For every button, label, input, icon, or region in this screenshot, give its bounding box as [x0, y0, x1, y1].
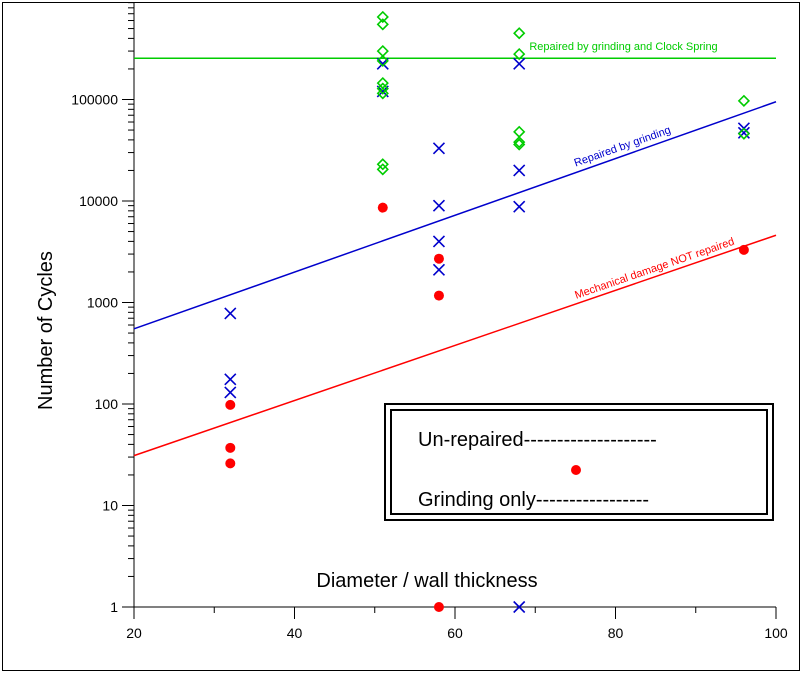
legend-marker-red-circle — [571, 465, 581, 475]
data-point-x — [737, 126, 750, 139]
data-point-diamond — [376, 10, 389, 24]
x-tick-label: 40 — [287, 625, 303, 641]
data-point-circle — [225, 458, 236, 469]
legend-entry-grinding-only: Grinding only----------------- — [418, 489, 649, 511]
reference-line — [133, 101, 777, 330]
data-point-x — [513, 600, 526, 614]
reference-line-label: Repaired by grinding and Clock Spring — [529, 41, 717, 53]
y-tick-label: 1000 — [87, 295, 118, 311]
data-point-diamond — [376, 44, 389, 58]
data-point-diamond — [513, 125, 526, 138]
data-point-x — [224, 307, 237, 320]
reference-line-label: Mechanical damage NOT repaired — [573, 236, 736, 302]
data-point-diamond — [376, 54, 389, 68]
legend-box-outer — [384, 403, 774, 521]
data-point-circle — [225, 399, 236, 410]
data-point-x — [432, 142, 446, 155]
y-tick-label: 10 — [102, 498, 118, 514]
legend-entry-un-repaired: Un-repaired-------------------- — [418, 429, 657, 451]
axes: 1 10 100 1000 10000 100000 20 40 60 80 100 — [71, 2, 788, 641]
data-point-diamond — [737, 94, 751, 107]
data-point-circle — [738, 244, 749, 255]
data-point-circle — [225, 442, 236, 453]
y-axis-label: Number of Cycles — [35, 251, 57, 410]
data-point-diamond — [376, 18, 389, 31]
legend-box-inner — [390, 409, 768, 515]
data-point-x — [513, 57, 526, 70]
data-point-diamond — [376, 82, 389, 95]
data-point-circle — [433, 602, 444, 612]
reference-line — [133, 234, 777, 457]
data-point-x — [432, 199, 446, 212]
data-point-diamond — [376, 87, 389, 100]
data-marks — [224, 10, 751, 614]
x-tick-label: 60 — [447, 625, 463, 641]
data-point-circle — [433, 290, 444, 301]
data-point-x — [432, 263, 446, 276]
data-point-diamond — [513, 27, 526, 40]
data-point-x — [224, 373, 237, 386]
data-point-diamond — [513, 47, 526, 61]
y-tick-label: 1 — [110, 599, 118, 615]
y-tick-label: 100000 — [71, 92, 118, 108]
y-tick-label: 10000 — [79, 193, 118, 209]
x-tick-label: 100 — [764, 625, 788, 641]
data-point-diamond — [737, 127, 751, 140]
data-point-x — [513, 200, 526, 213]
data-point-x — [513, 164, 526, 177]
legend: Un-repaired-------------------- Grinding… — [384, 403, 774, 521]
data-point-diamond — [513, 138, 526, 151]
x-tick-label: 20 — [126, 625, 142, 641]
data-point-circle — [377, 202, 388, 213]
y-tick-label: 100 — [95, 396, 119, 412]
data-point-x — [432, 235, 446, 248]
data-point-diamond — [376, 158, 389, 171]
x-tick-label: 80 — [608, 625, 624, 641]
reference-line-label: Repaired by grinding — [573, 124, 673, 169]
data-point-diamond — [376, 163, 389, 176]
data-point-diamond — [513, 136, 526, 149]
x-axis-label: Diameter / wall thickness — [316, 570, 537, 592]
data-point-circle — [433, 253, 444, 264]
data-point-x — [224, 386, 237, 399]
